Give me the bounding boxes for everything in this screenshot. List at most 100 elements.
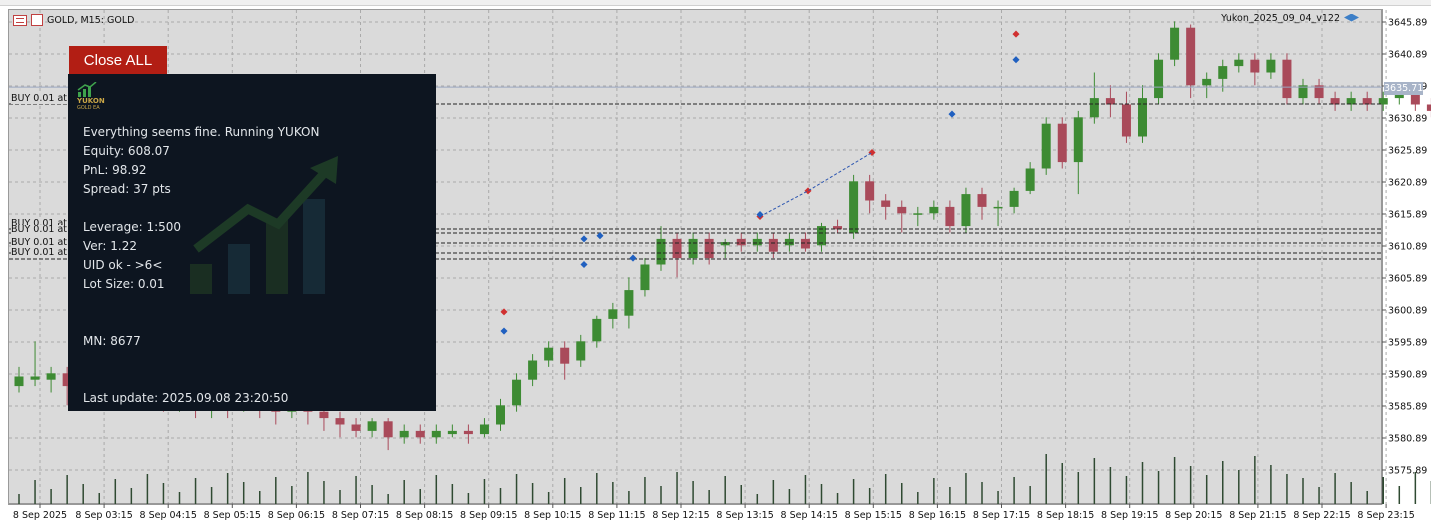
bull-candle (929, 206, 939, 214)
bull-candle (1298, 85, 1308, 99)
trade-marker[interactable] (756, 211, 764, 219)
bull-candle (849, 181, 859, 233)
y-axis-label: 3595.89 (1388, 338, 1427, 349)
bull-candle (431, 430, 441, 438)
bull-candle (447, 430, 457, 435)
bear-candle (672, 238, 682, 259)
equity-text: Equity: 608.07 (83, 144, 170, 158)
y-axis-label: 3580.89 (1388, 434, 1427, 445)
bull-candle (14, 376, 24, 387)
x-axis-label: 8 Sep 18:15 (1037, 510, 1094, 521)
y-axis-label: 3585.89 (1388, 402, 1427, 413)
position-label[interactable]: BUY 0.01 at 3 (11, 247, 77, 258)
version-text: Ver: 1.22 (83, 239, 137, 253)
bear-candle (1057, 123, 1067, 163)
bull-candle (688, 238, 698, 259)
bear-candle (335, 418, 345, 425)
x-axis-label: 8 Sep 14:15 (781, 510, 838, 521)
y-axis-label: 3610.89 (1388, 242, 1427, 253)
x-axis-label: 8 Sep 19:15 (1101, 510, 1158, 521)
x-axis-label: 8 Sep 22:15 (1293, 510, 1350, 521)
y-axis-label: 3640.89 (1388, 50, 1427, 61)
trade-marker[interactable] (580, 260, 588, 269)
bull-candle (784, 238, 794, 246)
bull-candle (1041, 123, 1051, 169)
trade-marker[interactable] (1012, 30, 1020, 38)
bear-candle (1410, 91, 1420, 105)
bull-candle (608, 309, 618, 319)
bull-candle (624, 290, 634, 316)
position-label[interactable]: BUY 0.01 at 3 (11, 224, 77, 235)
symbol-title: GOLD, M15: GOLD (47, 14, 135, 26)
bull-candle (512, 379, 522, 406)
y-axis-label: 3645.89 (1388, 18, 1427, 29)
bear-candle (1186, 27, 1196, 86)
chart-list-icon[interactable] (13, 14, 27, 26)
bear-candle (800, 238, 810, 249)
expert-advisor-label[interactable]: Yukon_2025_09_04_v122 (1221, 13, 1359, 24)
position-label[interactable]: BUY 0.01 at 3 (11, 218, 77, 229)
bull-candle (479, 424, 489, 435)
yukon-logo-icon (77, 82, 97, 97)
trade-marker[interactable] (804, 187, 812, 195)
bear-candle (1362, 98, 1372, 105)
y-axis-label: 3615.89 (1388, 210, 1427, 221)
bear-candle (1282, 59, 1292, 99)
bull-candle (1025, 168, 1035, 191)
trade-marker[interactable] (596, 232, 604, 240)
bear-candle (1250, 59, 1260, 73)
bear-candle (736, 238, 746, 246)
position-label[interactable]: BUY 0.01 at 3 (11, 237, 77, 248)
trade-marker[interactable] (1012, 56, 1020, 64)
logo-text: YUKON (77, 97, 105, 105)
x-axis-label: 8 Sep 16:15 (909, 510, 966, 521)
trade-marker[interactable] (500, 308, 508, 316)
x-axis-label: 8 Sep 2025 (13, 510, 67, 521)
chart-properties-icon[interactable] (31, 14, 43, 26)
x-axis-label: 8 Sep 17:15 (973, 510, 1030, 521)
bear-candle (704, 238, 714, 259)
growth-chart-watermark-icon (190, 156, 338, 294)
bull-candle (576, 341, 586, 361)
bull-candle (1346, 98, 1356, 105)
x-axis-label: 8 Sep 04:15 (140, 510, 197, 521)
bear-candle (319, 411, 329, 419)
bear-candle (865, 181, 875, 201)
y-axis-label: 3575.89 (1388, 466, 1427, 477)
bull-candle (399, 430, 409, 438)
y-axis-label: 3625.89 (1388, 146, 1427, 157)
x-axis-label: 8 Sep 06:15 (268, 510, 325, 521)
bear-candle (768, 238, 778, 252)
trade-marker[interactable] (948, 110, 956, 118)
close-all-button[interactable]: Close ALL (69, 46, 167, 74)
trade-marker[interactable] (580, 235, 588, 243)
position-label[interactable]: BUY 0.01 at 3 (11, 93, 77, 104)
bear-candle (945, 206, 955, 227)
bull-candle (640, 264, 650, 291)
bull-candle (961, 194, 971, 227)
chart-title-row: GOLD, M15: GOLD (13, 13, 134, 27)
x-axis-label: 8 Sep 10:15 (524, 510, 581, 521)
bull-candle (752, 238, 762, 246)
bear-candle (1314, 85, 1324, 99)
bull-candle (46, 373, 56, 380)
bull-candle (1378, 98, 1388, 105)
trade-marker[interactable] (868, 148, 876, 157)
last-update-text: Last update: 2025.09.08 23:20:50 (83, 391, 289, 405)
bull-candle (720, 242, 730, 246)
bull-candle (817, 226, 826, 246)
x-axis-label: 8 Sep 11:15 (588, 510, 645, 521)
x-axis-label: 8 Sep 21:15 (1229, 510, 1286, 521)
trade-marker[interactable] (500, 327, 508, 335)
bull-candle (1234, 59, 1244, 67)
x-axis-label: 8 Sep 12:15 (652, 510, 709, 521)
bull-candle (913, 213, 923, 215)
bear-candle (977, 194, 987, 207)
trade-marker[interactable] (629, 254, 637, 262)
bull-candle (1073, 117, 1083, 163)
bear-candle (383, 421, 393, 438)
bull-candle (528, 360, 538, 380)
y-axis-label: 3600.89 (1388, 306, 1427, 317)
bull-candle (656, 238, 666, 265)
bull-candle (544, 347, 554, 361)
